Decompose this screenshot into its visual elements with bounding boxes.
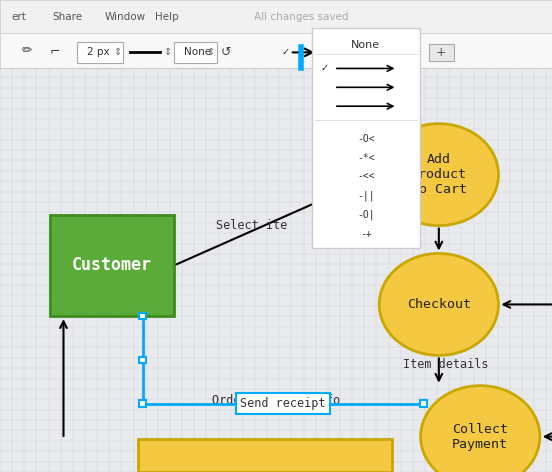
FancyBboxPatch shape [0,0,552,33]
Text: Select ite: Select ite [215,219,287,232]
FancyBboxPatch shape [138,439,392,472]
Text: +: + [435,46,446,59]
FancyBboxPatch shape [420,400,427,407]
Text: -O|: -O| [357,210,374,220]
Text: -O<: -O< [357,134,374,144]
FancyBboxPatch shape [236,393,330,414]
Text: Add
Product
to Cart: Add Product to Cart [411,153,467,196]
FancyBboxPatch shape [139,400,146,407]
Text: 2 px: 2 px [87,47,110,58]
FancyBboxPatch shape [77,42,123,63]
Text: ✓: ✓ [282,47,290,58]
Text: ert: ert [11,11,26,22]
Circle shape [379,124,498,226]
Circle shape [379,253,498,355]
Text: -*<: -*< [357,153,374,163]
Text: -||: -|| [357,191,374,201]
Text: Send receipt: Send receipt [240,397,326,410]
Text: Collect
Payment: Collect Payment [452,422,508,451]
Text: Order/Billing Info: Order/Billing Info [212,394,340,407]
Text: -<<: -<< [357,172,374,182]
FancyBboxPatch shape [0,33,552,68]
Text: Window: Window [105,11,146,22]
Text: 🔒: 🔒 [403,47,410,58]
Text: Item details: Item details [403,357,489,371]
Text: ⇕: ⇕ [163,47,171,58]
FancyBboxPatch shape [174,42,217,63]
FancyBboxPatch shape [429,44,454,61]
Text: ✓: ✓ [320,63,328,74]
Text: None: None [184,47,211,58]
FancyBboxPatch shape [139,357,146,363]
Text: All changes saved: All changes saved [254,11,348,22]
Text: ↺: ↺ [221,46,231,59]
Text: Help: Help [155,11,178,22]
Text: Share: Share [52,11,83,22]
FancyBboxPatch shape [139,313,146,319]
Text: Checkout: Checkout [407,298,471,311]
FancyBboxPatch shape [50,215,174,316]
Text: ⇕: ⇕ [206,47,214,58]
Circle shape [421,386,540,472]
Text: ✏: ✏ [22,44,33,57]
Text: ⇕: ⇕ [113,47,121,58]
Text: None: None [351,40,380,50]
FancyBboxPatch shape [312,28,420,248]
Text: -+: -+ [360,228,371,239]
Text: ⌐: ⌐ [50,44,60,57]
Text: Customer: Customer [72,256,152,275]
